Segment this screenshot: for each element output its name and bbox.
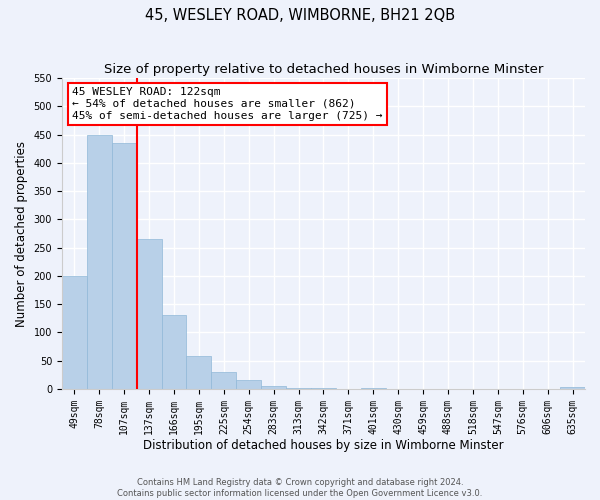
- Text: Contains HM Land Registry data © Crown copyright and database right 2024.
Contai: Contains HM Land Registry data © Crown c…: [118, 478, 482, 498]
- Bar: [361, 388, 386, 389]
- Text: 45 WESLEY ROAD: 122sqm
← 54% of detached houses are smaller (862)
45% of semi-de: 45 WESLEY ROAD: 122sqm ← 54% of detached…: [73, 88, 383, 120]
- Bar: [87, 134, 112, 389]
- X-axis label: Distribution of detached houses by size in Wimborne Minster: Distribution of detached houses by size …: [143, 440, 504, 452]
- Bar: [62, 276, 87, 389]
- Text: 45, WESLEY ROAD, WIMBORNE, BH21 2QB: 45, WESLEY ROAD, WIMBORNE, BH21 2QB: [145, 8, 455, 22]
- Bar: [286, 388, 311, 389]
- Bar: [112, 143, 137, 389]
- Title: Size of property relative to detached houses in Wimborne Minster: Size of property relative to detached ho…: [104, 62, 543, 76]
- Bar: [137, 239, 161, 389]
- Bar: [311, 388, 336, 389]
- Bar: [560, 388, 585, 389]
- Bar: [236, 380, 261, 389]
- Bar: [261, 386, 286, 389]
- Y-axis label: Number of detached properties: Number of detached properties: [15, 140, 28, 326]
- Bar: [187, 356, 211, 389]
- Bar: [161, 316, 187, 389]
- Bar: [211, 372, 236, 389]
